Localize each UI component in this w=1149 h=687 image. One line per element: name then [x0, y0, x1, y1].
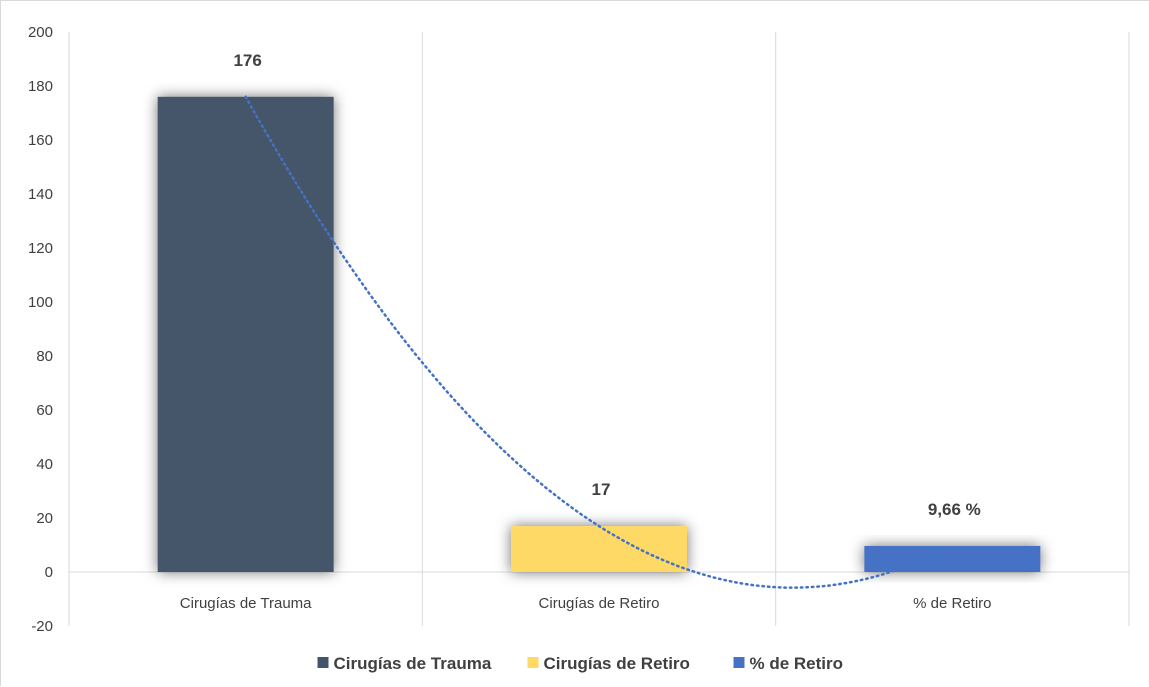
legend-label: % de Retiro: [750, 654, 844, 673]
y-axis: -20 0 20 40 60 80 100 120 140 160 180 200: [28, 24, 53, 635]
bar: [511, 526, 687, 572]
category-label: % de Retiro: [913, 595, 991, 612]
y-tick-label: -20: [31, 618, 53, 635]
trendline: [244, 95, 954, 589]
bar: [157, 96, 334, 573]
y-tick-label: 0: [45, 564, 53, 581]
legend-swatch: [527, 657, 539, 668]
bars: [157, 96, 1041, 573]
y-tick-label: 140: [28, 186, 53, 203]
trendline-group: [244, 95, 954, 589]
y-tick-label: 20: [36, 510, 53, 527]
category-label: Cirugías de Trauma: [180, 595, 312, 612]
y-tick-label: 180: [28, 78, 53, 95]
y-tick-label: 100: [28, 294, 53, 311]
y-tick-label: 60: [36, 402, 53, 419]
category-label: Cirugías de Retiro: [539, 595, 660, 612]
legend: Cirugías de Trauma Cirugías de Retiro % de…: [317, 654, 844, 673]
y-tick-label: 80: [36, 348, 53, 365]
y-tick-label: 40: [36, 456, 53, 473]
legend-swatch: [733, 657, 745, 668]
legend-label: Cirugías de Retiro: [544, 654, 690, 673]
legend-label: Cirugías de Trauma: [334, 654, 492, 673]
labels: 176 17 9,66 % Cirugías de Trauma Cirugías de…: [180, 51, 992, 612]
bar: [864, 545, 1041, 572]
data-label: 17: [592, 480, 611, 499]
y-tick-label: 120: [28, 240, 53, 257]
legend-swatch: [317, 657, 329, 668]
data-label: 176: [233, 51, 261, 70]
y-tick-label: 200: [28, 24, 53, 41]
data-label: 9,66 %: [928, 500, 981, 519]
y-tick-label: 160: [28, 132, 53, 149]
